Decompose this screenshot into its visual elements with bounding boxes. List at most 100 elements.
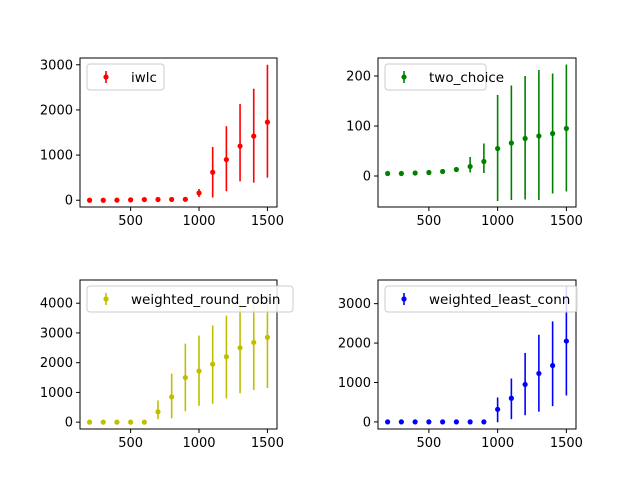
legend: two_choice <box>384 63 504 91</box>
y-tick-label: 0 <box>363 415 371 430</box>
subplot-3: 500 1000 1500 0 1000 2000 3000 4000 weighted_rou… <box>40 279 294 451</box>
data-point <box>522 381 528 388</box>
data-point <box>141 419 147 425</box>
data-point <box>385 170 391 177</box>
data-point <box>508 140 514 146</box>
data-point <box>495 145 501 152</box>
data-point <box>536 370 542 377</box>
data-point <box>182 196 188 202</box>
axes-frame <box>79 57 278 208</box>
legend-label: iwlc <box>131 70 157 86</box>
legend-marker-icon <box>103 74 109 80</box>
y-tick-label: 1000 <box>40 386 73 401</box>
y-tick-label: 3000 <box>338 297 371 312</box>
legend-box <box>86 285 294 313</box>
data-point <box>453 419 459 425</box>
data-point <box>440 168 446 175</box>
data-point <box>86 197 93 203</box>
data-point <box>169 196 175 203</box>
y-tick-label: 0 <box>65 194 73 209</box>
y-tick-label: 2000 <box>338 337 371 352</box>
x-tick-label: 1000 <box>481 214 514 229</box>
data-point <box>495 406 501 412</box>
data-point <box>223 156 229 163</box>
y-tick-label: 100 <box>346 120 371 135</box>
legend: weighted_round_robin <box>86 285 294 313</box>
subplot-2: 500 1000 1500 0 100 200 two_choice <box>346 57 583 229</box>
data-point <box>210 169 216 175</box>
x-tick-label: 1500 <box>251 214 284 229</box>
legend-box <box>384 285 578 313</box>
legend-label: weighted_round_robin <box>131 292 280 308</box>
y-tick-label: 1000 <box>338 376 371 391</box>
legend: iwlc <box>86 63 165 91</box>
y-tick-label: 200 <box>346 70 371 85</box>
data-point <box>210 361 216 367</box>
y-tick-label: 0 <box>363 170 371 185</box>
data-point <box>100 419 106 425</box>
data-point <box>251 339 257 346</box>
data-point <box>264 119 271 125</box>
data-point <box>550 130 556 137</box>
y-tick-label: 3000 <box>40 326 73 341</box>
data-point <box>128 419 134 425</box>
x-tick-label: 1000 <box>182 436 215 451</box>
data-point <box>237 143 243 149</box>
data-point <box>453 166 459 173</box>
data-point <box>182 374 188 381</box>
y-tick-label: 2000 <box>40 356 73 371</box>
data-point <box>398 419 404 425</box>
axes-frame <box>79 279 278 430</box>
x-tick-label: 500 <box>416 214 441 229</box>
data-point <box>467 419 473 425</box>
y-tick-label: 3000 <box>40 58 73 73</box>
data-point <box>141 196 147 203</box>
data-point <box>412 170 418 176</box>
data-point <box>237 345 243 351</box>
x-tick-label: 1000 <box>182 214 215 229</box>
data-point <box>86 419 93 425</box>
data-point <box>114 419 120 425</box>
data-point <box>440 419 446 425</box>
data-point <box>223 354 229 360</box>
data-point <box>128 197 134 203</box>
data-point <box>481 419 487 425</box>
data-point <box>114 197 120 203</box>
y-tick-label: 2000 <box>40 103 73 118</box>
data-point <box>385 419 391 425</box>
x-tick-label: 1500 <box>251 436 284 451</box>
data-point <box>155 409 161 415</box>
data-point <box>264 334 271 340</box>
legend: weighted_least_conn <box>384 285 578 313</box>
y-tick-label: 4000 <box>40 297 73 312</box>
legend-box <box>86 63 165 91</box>
x-tick-label: 1500 <box>550 214 583 229</box>
data-point <box>426 419 432 425</box>
axes-frame <box>377 57 577 208</box>
data-point <box>251 133 257 139</box>
data-point <box>426 169 432 176</box>
data-point <box>563 338 569 344</box>
data-point <box>100 197 106 203</box>
data-point <box>563 125 569 132</box>
data-point <box>522 135 528 142</box>
legend-label: weighted_least_conn <box>429 292 570 308</box>
subplot-1: 500 1000 1500 0 1000 2000 3000 iwlc <box>40 57 284 229</box>
data-point <box>412 419 418 425</box>
x-tick-label: 500 <box>118 436 143 451</box>
subplot-4: 500 1000 1500 0 1000 2000 3000 weighted_least_c… <box>338 279 583 451</box>
data-point <box>398 170 404 177</box>
data-point <box>481 158 487 165</box>
data-point <box>196 190 202 196</box>
data-point <box>169 394 175 400</box>
legend-marker-icon <box>401 296 407 302</box>
x-tick-label: 500 <box>118 214 143 229</box>
legend-box <box>384 63 487 91</box>
data-point <box>536 133 542 139</box>
legend-label: two_choice <box>429 70 504 86</box>
legend-marker-icon <box>103 296 109 302</box>
data-point <box>508 395 514 401</box>
y-tick-label: 1000 <box>40 149 73 164</box>
